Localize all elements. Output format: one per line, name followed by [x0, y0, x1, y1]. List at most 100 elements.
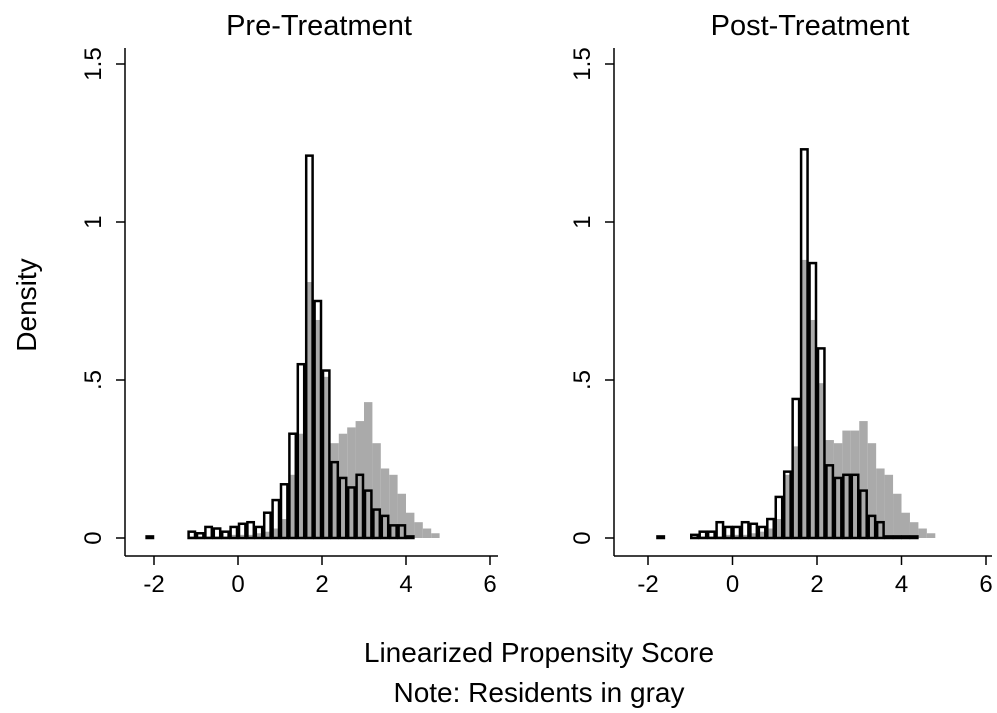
histogram-bar-outline [204, 525, 214, 540]
histogram-bar [246, 534, 255, 538]
histogram-bar-outline [723, 525, 733, 540]
y-tick-label: .5 [80, 370, 107, 390]
x-axis-label: Linearized Propensity Score [364, 637, 714, 668]
histogram-bar-outline [372, 508, 382, 540]
histogram-bar-outline [338, 476, 348, 540]
histogram-bar-outline [808, 261, 818, 540]
histogram-bar-outline [816, 347, 826, 540]
histogram-bar-outline [850, 473, 860, 540]
histogram-bar [296, 433, 306, 538]
y-tick-label: .5 [569, 370, 596, 390]
histogram-bar-outline [330, 460, 340, 540]
histogram-bar [859, 421, 868, 538]
histogram-bar-outline [237, 522, 247, 540]
histogram-bar-outline [279, 483, 289, 540]
histogram-bar [330, 443, 339, 538]
x-tick-label: 0 [231, 571, 244, 598]
histogram-bar [918, 528, 927, 538]
histogram-bar-outline [901, 535, 911, 540]
histogram-bar-outline [782, 470, 792, 540]
histogram-bar [389, 474, 398, 538]
histogram-bar [893, 493, 902, 538]
histogram-bar-outline [875, 520, 885, 540]
histogram-bar [397, 493, 406, 538]
x-tick-label: 6 [483, 571, 496, 598]
histogram-bar [825, 440, 834, 538]
histogram-bar [842, 430, 851, 538]
histogram-bar [876, 468, 885, 538]
x-tick-label: -2 [637, 571, 658, 598]
histogram-bar [414, 522, 423, 538]
histogram-bar [850, 430, 860, 538]
histogram-bar [238, 534, 247, 538]
histogram-bar-outline [884, 535, 894, 540]
x-tick-label: 4 [895, 571, 908, 598]
histogram-bar-outline [749, 522, 759, 540]
histogram-bar-outline [397, 524, 407, 540]
histogram-bar-outline [145, 535, 155, 540]
histogram-bar [288, 474, 297, 538]
histogram-bar [783, 474, 792, 538]
histogram-bar [322, 376, 331, 538]
histogram-bar-outline [246, 520, 256, 540]
histogram-bar-outline [220, 530, 230, 540]
histogram-bar-outline [229, 525, 239, 540]
histogram-bar [757, 531, 767, 538]
histogram-bar-outline [859, 489, 868, 540]
histogram-bar [422, 528, 432, 538]
histogram-bar [254, 533, 264, 538]
histogram-bar-outline [740, 520, 750, 540]
panel-title: Pre-Treatment [226, 10, 412, 42]
histogram-bar [271, 528, 280, 538]
histogram-bar-outline [355, 473, 365, 540]
x-tick-label: -2 [143, 571, 164, 598]
histogram-bar [926, 533, 936, 538]
histogram-bar-outline [892, 535, 902, 540]
histogram-bar [229, 534, 238, 538]
histogram-bar-outline [388, 524, 398, 540]
histogram-bar-outline [363, 489, 373, 540]
y-tick-label: 0 [569, 531, 596, 544]
x-tick-label: 2 [315, 571, 328, 598]
histogram-bar [901, 512, 910, 538]
histogram-bar-outline [833, 476, 843, 540]
histogram-bar-outline [732, 525, 742, 540]
histogram-bar-outline [690, 533, 699, 540]
histogram-bar-outline [909, 535, 919, 540]
histogram-bar-outline [187, 530, 197, 540]
histogram-bar-outline [271, 498, 281, 540]
histogram-bar [867, 443, 877, 538]
histogram-bar-outline [262, 511, 272, 540]
histogram-bar-outline [698, 530, 708, 540]
histogram-bar [800, 259, 809, 538]
histogram-bar-outline [195, 532, 205, 540]
y-tick-label: 1.5 [569, 47, 596, 80]
histogram-bar-outline [380, 514, 390, 540]
histogram-bar [791, 446, 801, 538]
histogram-bar-outline [715, 520, 725, 540]
histogram-bar-outline [212, 527, 222, 540]
histogram-bar-outline [304, 154, 314, 540]
histogram-bar [406, 512, 415, 538]
histogram-bar [338, 433, 348, 538]
histogram-bar [280, 519, 289, 538]
panel-title: Post-Treatment [711, 10, 910, 42]
histogram-bar [313, 319, 322, 538]
figure-note: Note: Residents in gray [393, 677, 684, 708]
x-tick-label: 0 [726, 571, 739, 598]
histogram-bar [909, 522, 919, 538]
histogram-bar-outline [842, 473, 852, 540]
histogram-bar-outline [405, 535, 415, 540]
y-tick-label: 1 [569, 215, 596, 228]
histogram-bar [774, 519, 784, 538]
histogram-bar [347, 427, 356, 538]
histogram-bar-outline [791, 397, 801, 540]
histogram-bar-outline [757, 525, 767, 540]
histogram-bar-outline [867, 514, 877, 540]
histogram-bar-outline [288, 432, 298, 540]
histogram-bar-outline [346, 486, 356, 540]
histogram-bar [884, 474, 894, 538]
histogram-bar [808, 319, 817, 538]
y-tick-label: 1.5 [80, 47, 107, 80]
